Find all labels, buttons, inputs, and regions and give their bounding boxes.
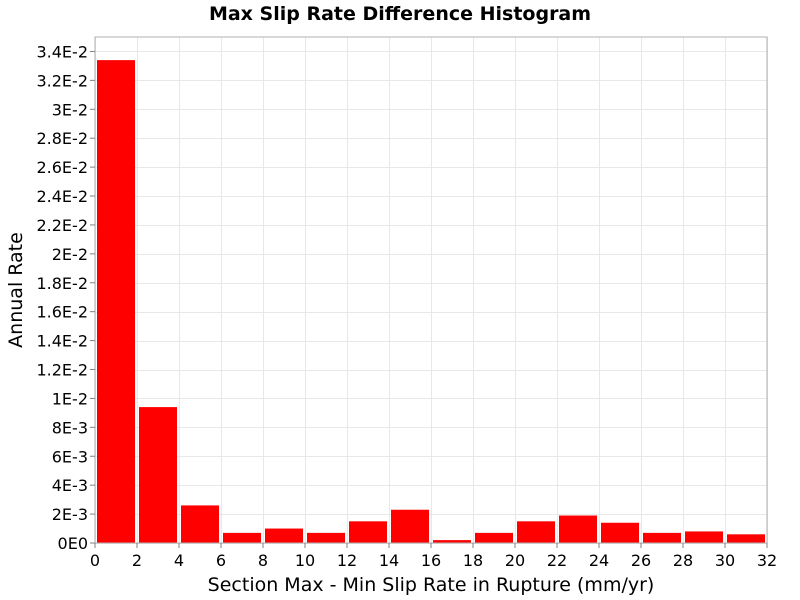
histogram-bar — [727, 534, 765, 543]
histogram-bar — [475, 532, 513, 543]
x-tick-label: 0 — [90, 551, 100, 570]
x-tick-label: 12 — [337, 551, 357, 570]
histogram-bar — [433, 540, 471, 543]
x-tick-label: 10 — [295, 551, 315, 570]
y-tick-label: 3.4E-2 — [36, 42, 88, 61]
x-tick-label: 14 — [379, 551, 399, 570]
x-tick-label: 26 — [631, 551, 651, 570]
histogram-bar — [517, 521, 555, 543]
x-tick-label: 16 — [421, 551, 441, 570]
y-tick-label: 1.8E-2 — [36, 274, 88, 293]
histogram-bar — [391, 509, 429, 543]
y-tick-label: 2.8E-2 — [36, 129, 88, 148]
y-tick-label: 8E-3 — [52, 418, 88, 437]
x-tick-label: 28 — [673, 551, 693, 570]
x-tick-label: 22 — [547, 551, 567, 570]
histogram-bar — [559, 515, 597, 543]
chart-title: Max Slip Rate Difference Histogram — [209, 3, 591, 25]
y-tick-label: 6E-3 — [52, 447, 88, 466]
x-tick-label: 4 — [174, 551, 184, 570]
x-axis: 0 2 4 6 8 10 12 14 16 18 20 22 24 26 28 30 32 — [90, 543, 777, 570]
x-tick-label: 6 — [216, 551, 226, 570]
histogram-bar — [685, 531, 723, 543]
y-tick-label: 1E-2 — [52, 389, 88, 408]
histogram-bar — [643, 532, 681, 543]
x-tick-label: 30 — [715, 551, 735, 570]
y-axis-label: Annual Rate — [5, 232, 27, 348]
histogram-bar — [223, 532, 261, 543]
histogram-bar — [307, 532, 345, 543]
x-tick-label: 32 — [757, 551, 777, 570]
histogram-bar — [601, 522, 639, 543]
y-tick-label: 0E0 — [58, 534, 88, 553]
x-tick-label: 18 — [463, 551, 483, 570]
x-tick-label: 2 — [132, 551, 142, 570]
x-tick-label: 20 — [505, 551, 525, 570]
y-tick-label: 2.6E-2 — [36, 158, 88, 177]
y-tick-label: 1.2E-2 — [36, 361, 88, 380]
histogram-bars — [97, 60, 765, 543]
x-tick-label: 24 — [589, 551, 609, 570]
y-tick-label: 2.4E-2 — [36, 187, 88, 206]
y-tick-label: 2E-3 — [52, 505, 88, 524]
y-tick-label: 2E-2 — [52, 245, 88, 264]
y-tick-label: 2.2E-2 — [36, 216, 88, 235]
histogram-bar — [265, 528, 303, 543]
y-tick-label: 1.4E-2 — [36, 332, 88, 351]
histogram-bar — [349, 521, 387, 543]
histogram-bar — [97, 60, 135, 543]
y-axis: 0E0 2E-3 4E-3 6E-3 8E-3 1E-2 1.2E-2 1.4E-2 1.6E-… — [36, 42, 95, 553]
y-tick-label: 1.6E-2 — [36, 303, 88, 322]
y-tick-label: 3.2E-2 — [36, 71, 88, 90]
y-tick-label: 3E-2 — [52, 100, 88, 119]
x-axis-label: Section Max - Min Slip Rate in Rupture (… — [208, 574, 655, 596]
histogram-bar — [139, 407, 177, 543]
y-tick-label: 4E-3 — [52, 476, 88, 495]
histogram-bar — [181, 505, 219, 543]
x-tick-label: 8 — [258, 551, 268, 570]
